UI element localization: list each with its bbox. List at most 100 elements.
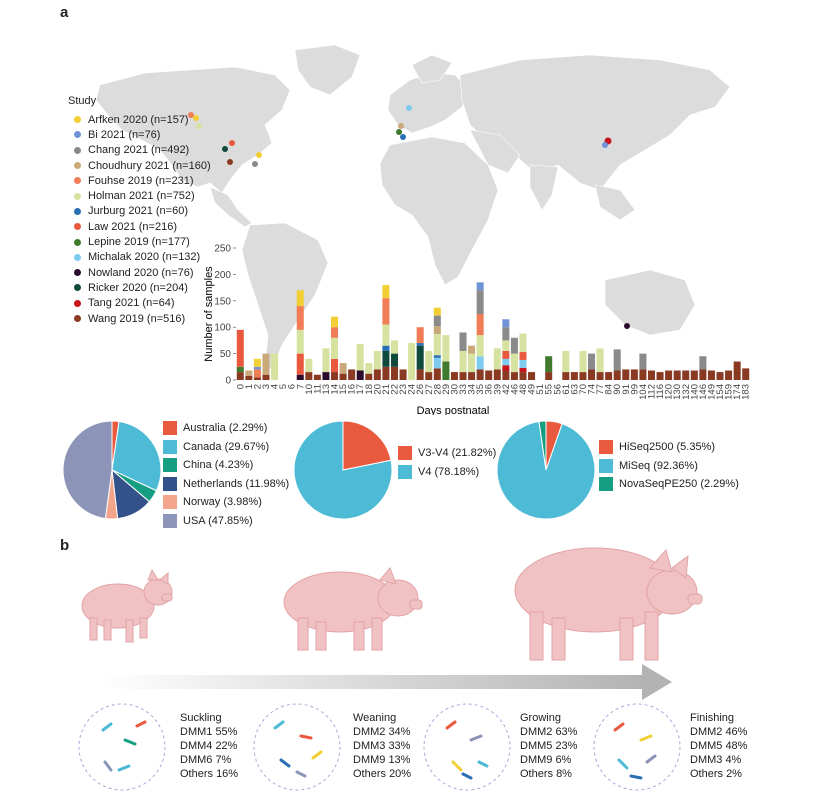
bar-segment [656, 372, 664, 380]
bar-segment [365, 373, 373, 380]
study-legend-item: Lepine 2019 (n=177) [74, 234, 211, 249]
x-tick-label: 17 [355, 384, 366, 395]
stage-weaning-line: Others 20% [353, 768, 412, 780]
map-dot-lepine [396, 129, 402, 135]
x-tick-label: 132 [681, 384, 692, 400]
pie-legend-item: Canada (29.67%) [163, 438, 289, 457]
bar-segment [305, 372, 313, 380]
pie-platform-legend: HiSeq2500 (5.35%) MiSeq (92.36%) NovaSeqPE… [599, 438, 739, 494]
study-location-dots [188, 105, 630, 329]
legend-swatch-icon [163, 439, 177, 454]
bar-segment [502, 370, 510, 380]
bar-segment [382, 350, 390, 367]
y-tick-label: 250 [214, 244, 231, 255]
x-tick-label: 116 [655, 384, 666, 399]
y-tick-label: 50 [220, 349, 232, 360]
bar-segment [382, 345, 390, 351]
bar-segment [647, 370, 655, 380]
x-tick-label: 61 [561, 384, 572, 395]
bar-segment [562, 372, 570, 380]
bar-segment [339, 373, 347, 380]
bar-segment [390, 366, 398, 380]
bar-segment [468, 353, 476, 373]
x-tick-label: 154 [715, 384, 726, 400]
stage-finishing-name: Finishing [690, 712, 735, 724]
pie-slice-v3-v4 [342, 420, 392, 471]
x-tick-label: 6 [287, 384, 298, 389]
bar-segment [673, 370, 681, 380]
bar-segment [236, 329, 244, 367]
growing-microbiome-circle [423, 703, 511, 791]
y-tick-label: 100 [214, 323, 231, 334]
x-tick-label: 24 [407, 384, 418, 395]
bar-segment [476, 335, 484, 357]
bar-segment [271, 353, 279, 380]
bar-segment [296, 374, 304, 380]
x-tick-label: 20 [372, 384, 383, 395]
legend-dot-icon [74, 116, 81, 124]
bar-segment [373, 350, 381, 370]
study-legend-label: Wang 2019 (n=516) [88, 312, 186, 325]
bar-segment [476, 282, 484, 291]
x-tick-label: 22 [389, 384, 400, 395]
x-tick-label: 5 [278, 384, 289, 389]
study-legend-item: Law 2021 (n=216) [74, 219, 211, 234]
x-tick-label: 13 [321, 384, 332, 395]
bar-segment [519, 367, 527, 373]
bar-segment [331, 316, 339, 328]
stage-finishing-line: DMM2 46% [690, 726, 748, 738]
stage-suckling-line: DMM1 55% [180, 726, 238, 738]
stage-weaning-line: DMM2 34% [353, 726, 411, 738]
bar-segment [262, 353, 270, 375]
pie-slice-miseq [496, 420, 596, 520]
bar-segment [502, 319, 510, 328]
bar-segment [408, 343, 416, 380]
stacked-bar-chart: Number of samples05010015020025001234567… [203, 244, 752, 416]
bar-segment [682, 370, 690, 380]
bar-segment [296, 290, 304, 307]
bar-segment [476, 369, 484, 380]
study-legend-label: Law 2021 (n=216) [88, 220, 177, 233]
legend-swatch-icon [398, 464, 412, 479]
scandinavia-landmass [411, 54, 453, 84]
bar-segment [493, 369, 501, 380]
bar-segment [331, 358, 339, 373]
study-legend-item: Holman 2021 (n=752) [74, 188, 211, 203]
bar-segment [605, 372, 613, 380]
bar-segment [468, 345, 476, 354]
pie-legend-label: MiSeq (92.36%) [619, 459, 698, 472]
stage-suckling-line: DMM6 7% [180, 754, 232, 766]
legend-swatch-icon [599, 477, 613, 492]
study-legend-item: Michalak 2020 (n=132) [74, 250, 211, 265]
x-tick-label: 55 [544, 384, 555, 395]
bar-segment [665, 370, 673, 380]
x-tick-label: 7 [295, 384, 306, 389]
study-legend-item: Ricker 2020 (n=204) [74, 280, 211, 295]
bar-segment [476, 314, 484, 336]
bar-segment [733, 361, 741, 380]
bar-segment [305, 358, 313, 373]
study-legend-label: Holman 2021 (n=752) [88, 190, 195, 203]
x-tick-label: 39 [492, 384, 503, 395]
bar-segment [356, 370, 364, 380]
study-legend: Arfken 2020 (n=157) Bi 2021 (n=76) Chang 2… [74, 112, 211, 326]
legend-dot-icon [74, 284, 81, 292]
pie-legend-item: MiSeq (92.36%) [599, 457, 739, 476]
bar-segment [459, 332, 467, 351]
pie-slice-novaseqpe250 [538, 420, 547, 471]
x-tick-label: 99 [629, 384, 640, 395]
x-tick-label: 146 [698, 384, 709, 400]
x-tick-label: 84 [604, 384, 615, 395]
bar-segment [382, 366, 390, 380]
study-legend-item: Bi 2021 (n=76) [74, 127, 211, 142]
bar-segment [442, 335, 450, 362]
bar-segment [519, 333, 527, 353]
bar-segment [433, 334, 441, 356]
map-dot-arfken [193, 115, 199, 121]
stage-finishing-line: DMM5 48% [690, 740, 748, 752]
x-tick-label: 159 [724, 384, 735, 400]
legend-swatch-icon [163, 513, 177, 528]
bar-segment [425, 350, 433, 373]
stage-growing-name: Growing [520, 712, 561, 724]
y-axis-label: Number of samples [203, 266, 215, 362]
